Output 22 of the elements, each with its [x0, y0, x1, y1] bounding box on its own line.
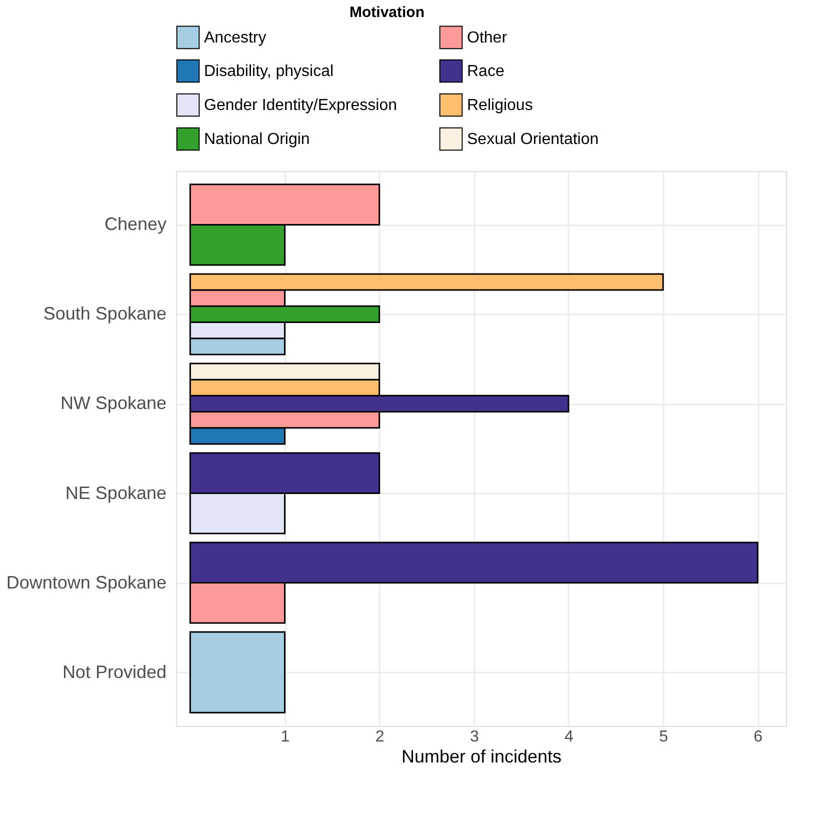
y-tick-label: South Spokane: [43, 304, 166, 324]
legend-label: Ancestry: [204, 29, 266, 46]
x-tick-label: 6: [754, 728, 763, 746]
legend-label: Gender Identity/Expression: [204, 97, 397, 114]
x-tick-label: 1: [280, 728, 290, 746]
legend-label: Sexual Orientation: [467, 131, 599, 148]
legend-label: Other: [467, 29, 508, 46]
x-tick-label: 3: [470, 728, 479, 746]
y-tick-label: Not Provided: [62, 662, 166, 682]
legend-title: Motivation: [350, 4, 424, 21]
x-tick-label: 2: [375, 728, 384, 746]
x-axis-title: Number of incidents: [401, 746, 562, 766]
legend-label: Religious: [467, 97, 533, 114]
legend-label: Disability, physical: [204, 63, 334, 80]
x-tick-label: 4: [564, 728, 574, 746]
y-tick-label: Cheney: [104, 214, 166, 234]
y-tick-label: Downtown Spokane: [6, 572, 166, 592]
legend-label: National Origin: [204, 131, 310, 148]
y-tick-label: NW Spokane: [60, 393, 166, 414]
legend-label: Race: [467, 63, 504, 80]
x-tick-label: 5: [659, 728, 668, 746]
y-tick-label: NE Spokane: [65, 482, 166, 503]
